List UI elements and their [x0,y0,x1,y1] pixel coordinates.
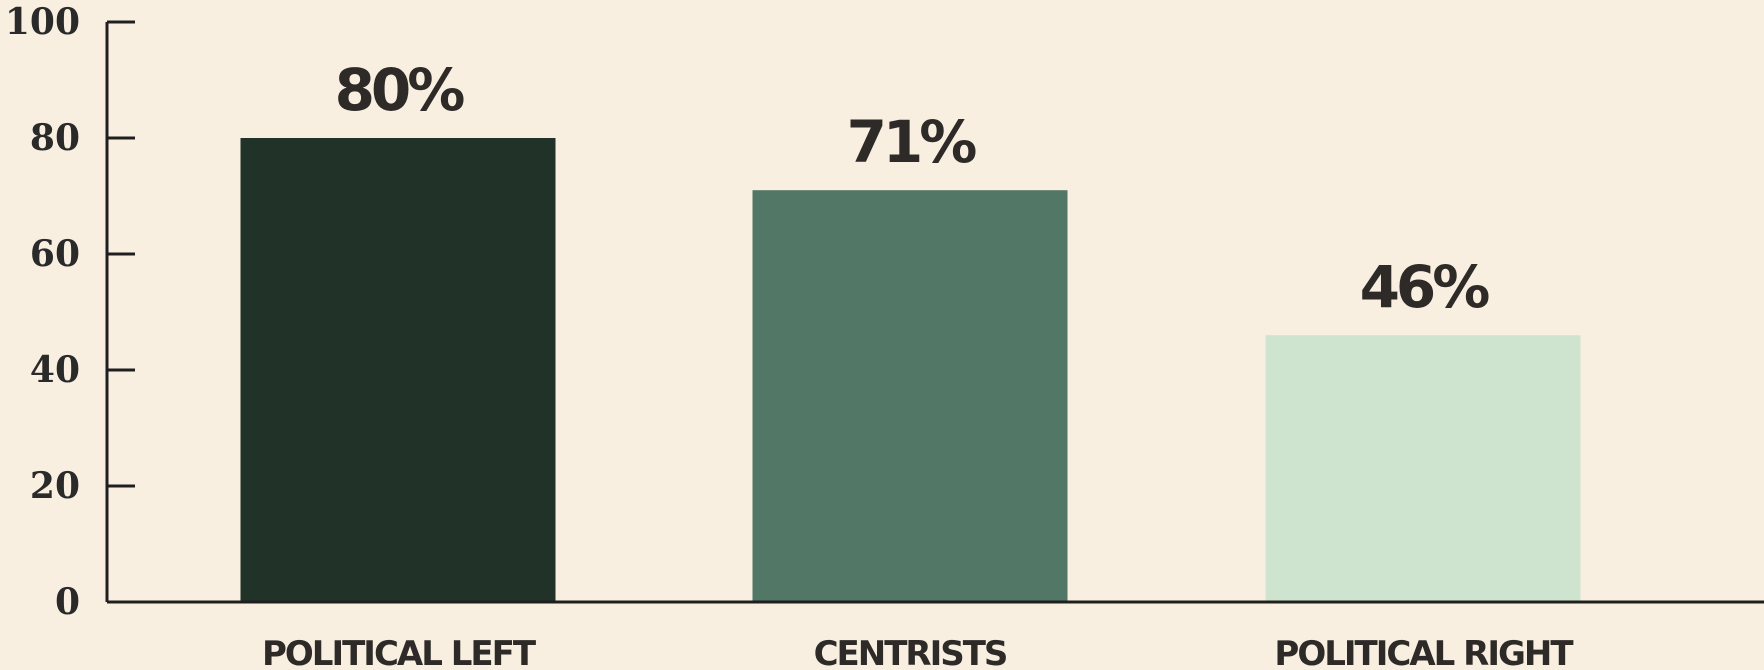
category-labels: POLITICAL LEFT CENTRISTS POLITICAL RIGHT [262,634,1576,670]
bar-political-right [1265,335,1581,602]
bar-value-label: 46% [1360,253,1490,321]
y-tick-label: 40 [30,349,80,391]
y-tick-label: 80 [30,117,80,159]
bar-political-left [240,138,556,602]
y-tick-label: 100 [5,1,80,43]
bar-value-label: 71% [847,108,977,176]
bars [240,138,1581,602]
y-tick-label: 20 [30,465,80,507]
data-labels: 80% 71% 46% [335,56,1494,321]
y-tick-label: 60 [30,233,80,275]
x-category-label: POLITICAL LEFT [262,634,537,670]
y-axis: 0 20 40 60 80 100 [5,1,135,623]
y-tick-label: 0 [55,581,80,623]
x-category-label: CENTRISTS [814,634,1007,670]
bar-centrists [752,190,1068,602]
bar-value-label: 80% [335,56,465,124]
x-category-label: POLITICAL RIGHT [1274,634,1574,670]
